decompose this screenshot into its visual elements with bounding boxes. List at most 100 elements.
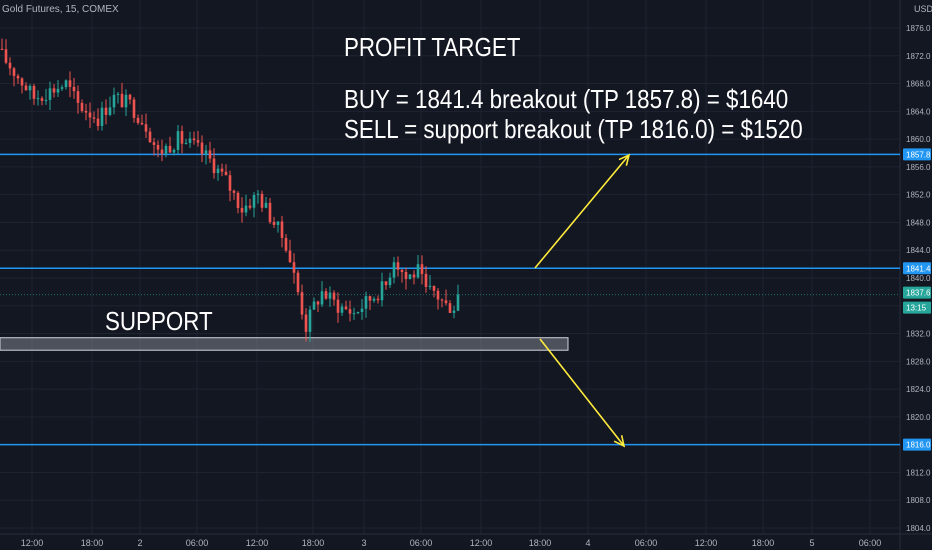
symbol-info: Gold Futures, 15, COMEX xyxy=(2,4,119,15)
candle-body xyxy=(296,272,300,293)
candle-body xyxy=(144,124,148,132)
candle-body xyxy=(56,88,60,93)
candle-body xyxy=(112,94,116,108)
candle-body xyxy=(364,296,368,309)
y-tick-label: 1860.0 xyxy=(906,135,931,144)
sell-target-arrow-head xyxy=(613,435,626,448)
candle-body xyxy=(352,313,356,315)
candle-body xyxy=(348,309,352,314)
candle-body xyxy=(328,292,332,299)
candle-body xyxy=(400,269,404,273)
candle-body xyxy=(172,149,176,153)
candle-body xyxy=(176,131,180,150)
candle-body xyxy=(300,292,304,315)
x-tick-label: 12:00 xyxy=(246,538,269,548)
candle-body xyxy=(192,138,196,141)
candle-body xyxy=(36,98,40,100)
candle-body xyxy=(256,193,260,195)
candle-body xyxy=(412,274,416,278)
buy-annotation: BUY = 1841.4 breakout (TP 1857.8) = $164… xyxy=(344,84,789,114)
y-tick-label: 1840.0 xyxy=(906,274,931,283)
y-tick-label: 1852.0 xyxy=(906,191,931,200)
candle-body xyxy=(304,314,308,332)
candle-body xyxy=(204,150,208,154)
y-tick-label: 1812.0 xyxy=(906,468,931,477)
candle-body xyxy=(4,49,8,63)
candle-body xyxy=(104,107,108,115)
x-tick-label: 18:00 xyxy=(81,538,104,548)
x-tick-label: 18:00 xyxy=(529,538,552,548)
candle-body xyxy=(452,310,456,313)
candle-body xyxy=(16,75,20,79)
price-badge-label: 1857.8 xyxy=(906,150,931,159)
x-tick-label: 3 xyxy=(361,538,366,548)
candle-body xyxy=(148,131,152,143)
support-label: SUPPORT xyxy=(105,306,213,336)
candle-body xyxy=(140,122,144,125)
candle-body xyxy=(272,221,276,225)
candle-body xyxy=(360,308,364,313)
candle-body xyxy=(0,48,4,50)
candle-body xyxy=(224,171,228,176)
candle-body xyxy=(404,272,408,280)
y-tick-label: 1824.0 xyxy=(906,385,931,394)
candle-body xyxy=(216,168,220,174)
candle-body xyxy=(124,94,128,108)
x-tick-label: 12:00 xyxy=(695,538,718,548)
profit-target-title: PROFIT TARGET xyxy=(344,32,521,62)
candle-body xyxy=(212,158,216,174)
candle-body xyxy=(392,262,396,278)
candle-body xyxy=(408,274,412,280)
candle-body xyxy=(420,264,424,274)
candle-body xyxy=(132,99,136,118)
candle-body xyxy=(60,87,64,89)
candle-body xyxy=(444,300,448,304)
candle-body xyxy=(312,301,316,310)
candle-body xyxy=(24,85,28,91)
candle-body xyxy=(28,85,32,91)
candle-body xyxy=(376,298,380,301)
candle-body xyxy=(92,117,96,119)
candle-body xyxy=(276,221,280,225)
x-tick-label: 12:00 xyxy=(21,538,44,548)
candle-body xyxy=(208,150,212,159)
buy-target-arrow-head xyxy=(618,153,631,166)
price-badge-label: 1841.4 xyxy=(906,264,931,273)
currency-label: USD xyxy=(914,4,932,14)
price-badge-label: 13:15 xyxy=(906,304,927,313)
candle-body xyxy=(160,149,164,154)
candle-body xyxy=(44,99,48,101)
x-tick-label: 06:00 xyxy=(859,538,882,548)
candle-body xyxy=(260,193,264,208)
candle-body xyxy=(240,207,244,213)
candle-body xyxy=(228,175,232,191)
x-tick-label: 2 xyxy=(137,538,142,548)
candle-body xyxy=(168,145,172,153)
candle-body xyxy=(84,110,88,113)
candle-body xyxy=(320,291,324,305)
candle-body xyxy=(280,221,284,238)
candle-body xyxy=(244,205,248,213)
candle-body xyxy=(340,306,344,313)
candle-body xyxy=(448,303,452,313)
candle-body xyxy=(12,68,16,76)
candle-body xyxy=(424,273,428,287)
candle-body xyxy=(440,299,444,301)
y-tick-label: 1864.0 xyxy=(906,107,931,116)
candle-body xyxy=(336,299,340,313)
sell-annotation: SELL = support breakout (TP 1816.0) = $1… xyxy=(344,114,803,144)
y-tick-label: 1844.0 xyxy=(906,246,931,255)
price-badge-label: 1816.0 xyxy=(906,441,931,450)
candle-body xyxy=(116,93,120,95)
candle-body xyxy=(284,237,288,251)
price-badge xyxy=(903,438,931,451)
candle-body xyxy=(384,281,388,286)
y-tick-label: 1848.0 xyxy=(906,218,931,227)
x-tick-label: 06:00 xyxy=(186,538,209,548)
price-badge-label: 1837.6 xyxy=(906,289,931,298)
candle-body xyxy=(388,277,392,286)
y-tick-label: 1868.0 xyxy=(906,80,931,89)
candle-body xyxy=(184,142,188,144)
candle-body xyxy=(436,290,440,300)
